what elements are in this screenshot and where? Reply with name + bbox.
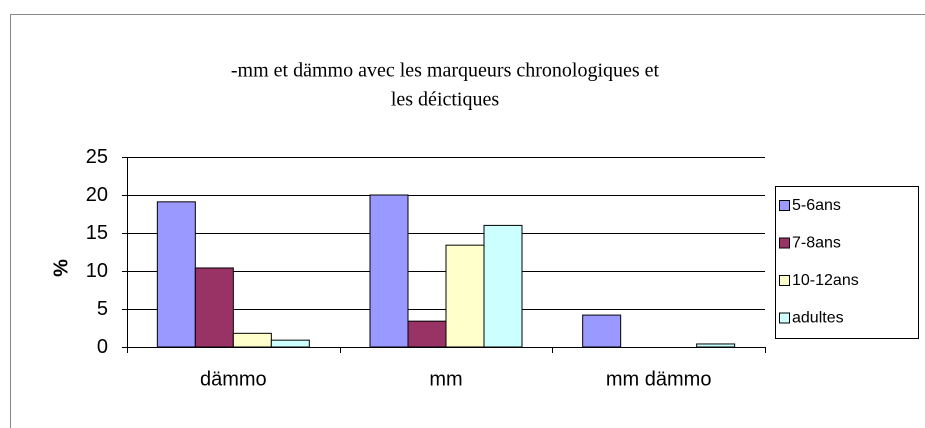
chart-title: -mm et dämmo avec les marqueurs chronolo…	[231, 60, 660, 82]
bar	[407, 320, 447, 348]
chart-title: les déictiques	[391, 89, 500, 111]
legend-label: 5-6ans	[792, 197, 841, 214]
bar	[369, 194, 409, 348]
bar	[696, 343, 736, 348]
bar	[156, 201, 196, 348]
bar	[445, 244, 485, 348]
x-tick-label: mm dämmo	[606, 368, 712, 390]
legend-marker	[779, 312, 790, 324]
y-tick-label: 10	[86, 260, 108, 282]
y-tick-label: 0	[97, 336, 108, 358]
legend-label: 7-8ans	[792, 235, 841, 252]
y-tick-label: 15	[86, 222, 108, 244]
bar	[270, 339, 310, 348]
legend-marker	[779, 237, 790, 249]
bar	[232, 332, 272, 348]
legend-marker	[779, 200, 790, 211]
legend	[775, 186, 919, 339]
bar	[483, 224, 523, 348]
bar	[582, 314, 622, 348]
x-tick-label: mm	[429, 368, 462, 390]
y-tick-label: 5	[97, 298, 108, 320]
y-tick-label: 20	[86, 184, 108, 206]
legend-label: adultes	[792, 310, 844, 327]
y-tick-label: 25	[86, 146, 108, 168]
chart-frame	[10, 14, 925, 428]
x-tick-label: dämmo	[200, 368, 267, 390]
legend-label: 10-12ans	[792, 272, 859, 289]
legend-marker	[779, 275, 790, 286]
y-axis-label: %	[50, 259, 72, 277]
bar	[194, 267, 234, 348]
